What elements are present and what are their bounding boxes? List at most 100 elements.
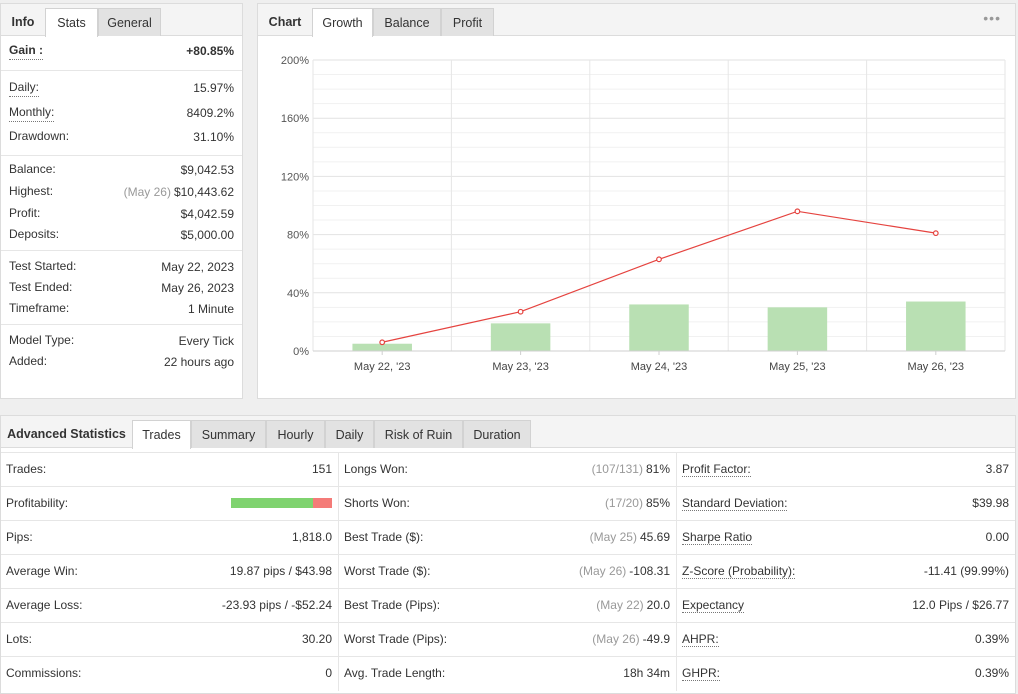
stat-label[interactable]: Profit Factor: [682, 462, 751, 477]
stat-value: 19.87 pips / $43.98 [230, 555, 332, 588]
stat-row: Profit: $4,042.59 [9, 204, 234, 224]
bar [490, 323, 551, 351]
stat-label[interactable]: GHPR: [682, 666, 721, 681]
divider [1, 155, 242, 156]
tab-duration[interactable]: Duration [463, 420, 531, 448]
tab-trades[interactable]: Trades [132, 420, 191, 449]
growth-point [656, 256, 662, 263]
stat-label[interactable]: Expectancy [682, 598, 745, 613]
stat-cell: Best Trade ($): (May 25) 45.69 [339, 521, 676, 554]
tab-profit[interactable]: Profit [441, 8, 494, 36]
column-divider [338, 623, 339, 657]
stat-value-text: 19.87 pips / $43.98 [229, 564, 332, 578]
stat-value-text: 81% [645, 462, 670, 476]
stat-value-text: 15.97% [193, 81, 234, 95]
stat-label[interactable]: Sharpe Ratio [682, 530, 753, 545]
stat-label: Timeframe: [9, 301, 70, 315]
stat-cell: Avg. Trade Length: 18h 34m [339, 657, 676, 690]
stat-value: 3.87 [986, 453, 1009, 486]
tab-chart[interactable]: Chart [268, 15, 302, 29]
tab-info[interactable]: Info [11, 15, 35, 29]
stat-value: (May 22) 20.0 [596, 589, 670, 622]
stat-value-text: +80.85% [186, 44, 234, 58]
stat-value-text: 151 [311, 462, 332, 476]
stat-cell: GHPR: 0.39% [677, 657, 1015, 690]
stat-label: Commissions: [6, 666, 82, 680]
divider [1, 324, 242, 325]
stat-value: 0.39% [975, 657, 1009, 690]
stat-row: Highest: (May 26) $10,443.62 [9, 182, 234, 202]
growth-point [517, 308, 524, 315]
stat-label: Added: [9, 354, 48, 368]
table-row: Pips: 1,818.0 Best Trade ($): (May 25) 45.69… [1, 520, 1015, 555]
tab-summary[interactable]: Summary [191, 420, 266, 448]
stat-prefix: (May 26) [578, 564, 627, 578]
stat-label[interactable]: Monthly: [9, 103, 55, 122]
stat-value: (May 26) -108.31 [579, 555, 670, 588]
stat-value: 12.0 Pips / $26.77 [912, 589, 1009, 622]
stat-value: (May 26) $10,443.62 [124, 182, 234, 202]
stat-row: Daily: 15.97% [9, 78, 234, 98]
x-tick-label: May 24, '23 [631, 361, 688, 373]
stat-value: (May 26) -49.9 [592, 623, 670, 656]
stat-cell: Worst Trade (Pips): (May 26) -49.9 [339, 623, 676, 656]
tab-balance[interactable]: Balance [373, 8, 441, 36]
table-row: Average Loss: -23.93 pips / -$52.24 Best T… [1, 588, 1015, 623]
stat-value: 0 [325, 657, 332, 690]
stat-label[interactable]: Z-Score (Probability): [682, 564, 796, 579]
stat-label[interactable]: AHPR: [682, 632, 719, 647]
tab-stats[interactable]: Stats [45, 8, 98, 37]
stat-label[interactable]: Standard Deviation: [682, 496, 788, 511]
tab-growth[interactable]: Growth [312, 8, 373, 37]
stat-cell: Z-Score (Probability): -11.41 (99.99%) [677, 555, 1015, 588]
tab-general[interactable]: General [98, 8, 161, 36]
stat-row: Drawdown: 31.10% [9, 127, 234, 147]
stat-label: Test Started: [9, 259, 77, 273]
advanced-statistics-title: Advanced Statistics [7, 427, 126, 441]
column-divider [338, 521, 339, 555]
y-tick-label: 200% [281, 55, 309, 67]
column-divider [676, 453, 677, 487]
stat-cell: Profitability: [1, 487, 338, 520]
stat-label: Drawdown: [9, 129, 70, 143]
stat-value-text: -11.41 (99.99%) [923, 564, 1009, 578]
stat-value: $9,042.53 [181, 160, 234, 180]
stat-value: 22 hours ago [164, 352, 234, 372]
stat-label: Balance: [9, 162, 56, 176]
y-tick-label: 160% [281, 113, 309, 125]
y-tick-label: 0% [293, 346, 309, 358]
stat-label: Average Loss: [6, 598, 83, 612]
stat-value: (17/20) 85% [605, 487, 670, 520]
stat-cell: Shorts Won: (17/20) 85% [339, 487, 676, 520]
column-divider [676, 623, 677, 657]
stat-value-text: 1,818.0 [291, 530, 332, 544]
stat-cell: Lots: 30.20 [1, 623, 338, 656]
stat-label[interactable]: Gain : [9, 41, 44, 60]
stat-label: Deposits: [9, 227, 60, 241]
stat-label[interactable]: Daily: [9, 78, 40, 97]
stat-label: Best Trade (Pips): [344, 598, 441, 612]
stat-prefix: (May 22) [596, 598, 644, 612]
tab-hourly[interactable]: Hourly [266, 420, 325, 448]
stat-cell: Pips: 1,818.0 [1, 521, 338, 554]
column-divider [676, 487, 677, 521]
stat-value-text: $39.98 [972, 496, 1009, 510]
x-tick-label: May 23, '23 [492, 361, 549, 373]
table-row: Commissions: 0 Avg. Trade Length: 18h 34m GH… [1, 656, 1015, 691]
stat-prefix: (17/20) [604, 496, 643, 510]
stat-prefix: (May 26) [592, 632, 640, 646]
tab-risk-of-ruin[interactable]: Risk of Ruin [374, 420, 463, 448]
profitability-bar [231, 498, 332, 508]
stat-value-text: 8409.2% [186, 106, 234, 120]
more-options-icon[interactable]: ••• [983, 10, 1001, 26]
column-divider [676, 521, 677, 555]
stat-cell: Standard Deviation: $39.98 [677, 487, 1015, 520]
column-divider [338, 453, 339, 487]
stat-value-text: May 26, 2023 [161, 281, 234, 295]
stat-value: 0.39% [975, 623, 1009, 656]
tab-daily[interactable]: Daily [325, 420, 374, 448]
column-divider [676, 555, 677, 589]
stat-label: Worst Trade (Pips): [344, 632, 448, 646]
stat-value: 1 Minute [188, 299, 234, 319]
stat-cell: Expectancy 12.0 Pips / $26.77 [677, 589, 1015, 622]
